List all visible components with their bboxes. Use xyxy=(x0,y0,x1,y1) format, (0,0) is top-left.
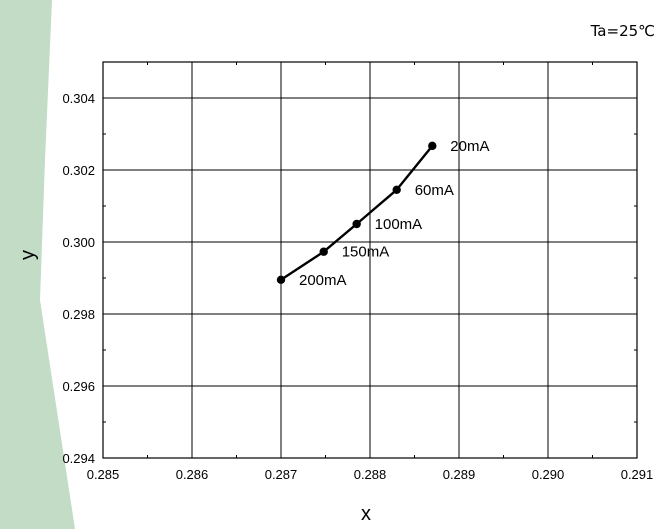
y-tick-label: 0.296 xyxy=(62,379,95,394)
x-tick-label: 0.289 xyxy=(443,467,476,482)
y-tick-label: 0.300 xyxy=(62,235,95,250)
data-point xyxy=(276,275,286,284)
x-axis-title: x xyxy=(361,503,371,525)
y-axis-title: y xyxy=(17,250,39,260)
x-tick-label: 0.286 xyxy=(176,467,209,482)
plot-frame xyxy=(102,61,638,459)
data-point-label: 20mA xyxy=(450,138,489,155)
data-point-label: 100mA xyxy=(375,216,423,233)
y-tick-label: 0.294 xyxy=(62,451,95,466)
data-point-label: 60mA xyxy=(415,182,454,199)
plot-area: 0.285 0.286 0.287 0.288 0.289 0.290 0.291 0.294… xyxy=(62,61,654,482)
x-tick-label: 0.287 xyxy=(265,467,298,482)
background-band xyxy=(0,0,75,529)
x-tick-label: 0.288 xyxy=(354,467,387,482)
x-tick-label: 0.285 xyxy=(87,467,120,482)
y-tick-label: 0.304 xyxy=(62,91,95,106)
data-point xyxy=(428,141,437,151)
data-point xyxy=(352,219,361,229)
data-point-label: 200mA xyxy=(299,272,347,289)
data-point-label: 150mA xyxy=(342,244,390,261)
data-point xyxy=(392,185,401,194)
x-tick-label: 0.291 xyxy=(621,467,654,482)
data-point xyxy=(319,247,328,256)
condition-label: Ta=25℃ xyxy=(590,22,655,40)
y-tick-label: 0.298 xyxy=(62,307,95,322)
y-tick-label: 0.302 xyxy=(62,163,95,178)
x-tick-label: 0.290 xyxy=(532,467,565,482)
